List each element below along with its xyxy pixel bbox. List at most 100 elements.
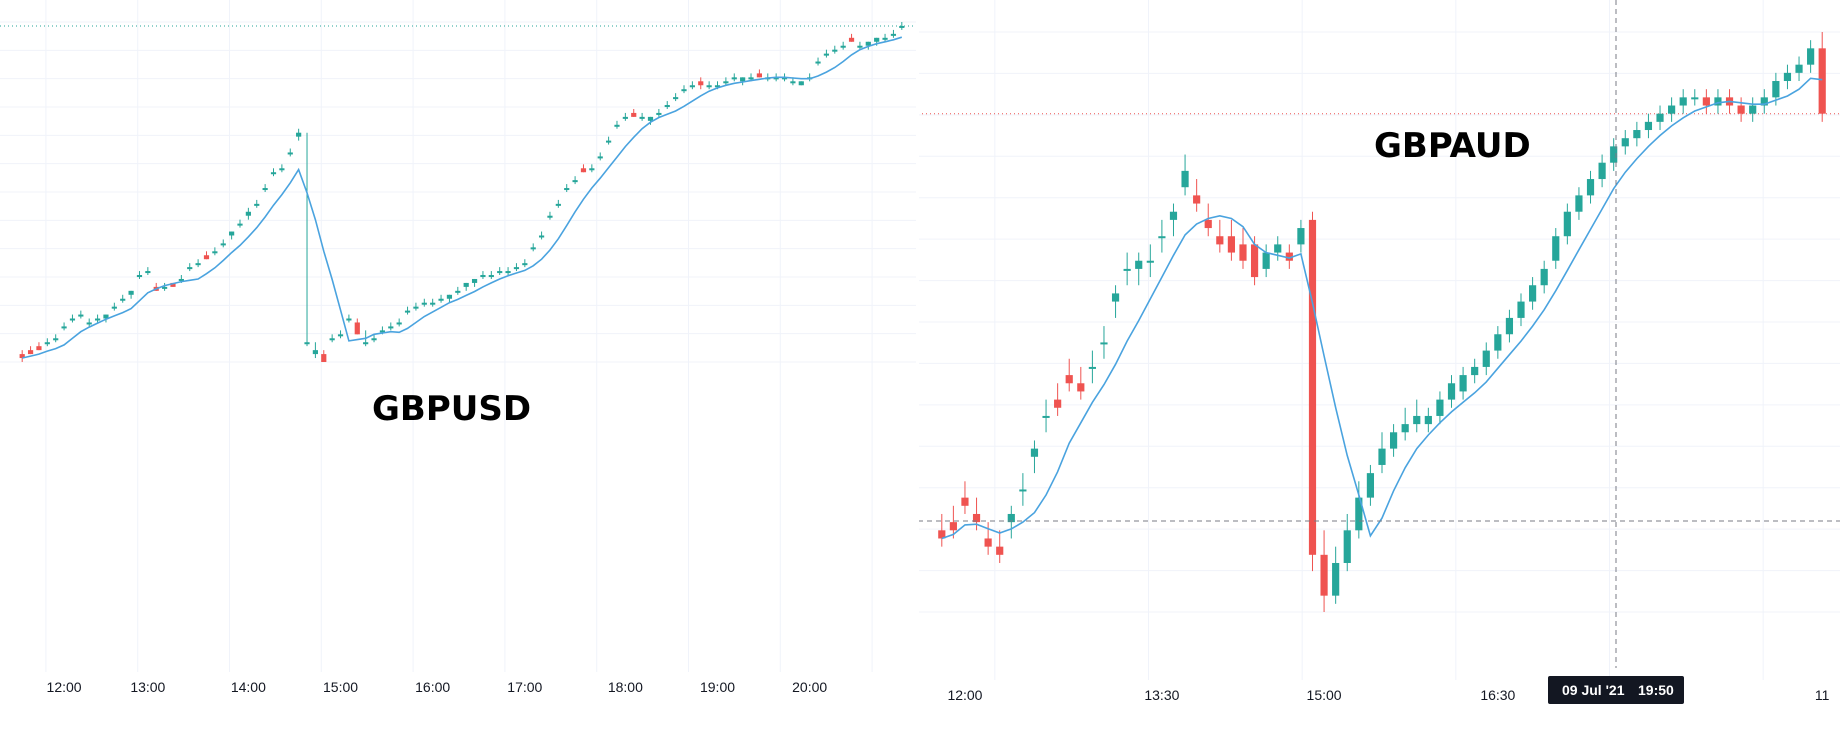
candle[interactable]: [187, 263, 193, 272]
candle[interactable]: [547, 211, 553, 220]
candle[interactable]: [984, 522, 992, 555]
candle[interactable]: [53, 334, 59, 343]
candle[interactable]: [1204, 203, 1212, 237]
candle[interactable]: [1378, 432, 1386, 474]
candle[interactable]: [1471, 358, 1479, 384]
candle[interactable]: [1181, 154, 1189, 196]
candle[interactable]: [580, 164, 587, 173]
candle[interactable]: [1065, 358, 1073, 392]
candle[interactable]: [1668, 97, 1676, 122]
candle[interactable]: [1355, 481, 1363, 539]
candle[interactable]: [446, 294, 453, 303]
candle[interactable]: [1227, 219, 1235, 261]
candle[interactable]: [1146, 244, 1154, 278]
candle[interactable]: [212, 247, 218, 256]
candle[interactable]: [706, 81, 712, 90]
candle[interactable]: [321, 350, 327, 362]
candle[interactable]: [1169, 203, 1178, 237]
candle[interactable]: [471, 278, 478, 287]
candle[interactable]: [1795, 56, 1803, 82]
candle[interactable]: [1679, 89, 1687, 114]
candle[interactable]: [1760, 89, 1768, 114]
candle[interactable]: [36, 342, 42, 351]
candle[interactable]: [1366, 464, 1375, 506]
candle[interactable]: [1447, 375, 1456, 408]
candle[interactable]: [1320, 530, 1328, 612]
candle[interactable]: [136, 271, 143, 279]
candle[interactable]: [522, 259, 528, 268]
candle[interactable]: [86, 318, 92, 327]
candle[interactable]: [346, 314, 352, 323]
candle[interactable]: [723, 77, 729, 86]
candle[interactable]: [1656, 105, 1664, 131]
candle[interactable]: [798, 81, 804, 86]
candle[interactable]: [1100, 326, 1108, 359]
candle[interactable]: [538, 231, 545, 240]
candle[interactable]: [597, 152, 603, 161]
candle[interactable]: [1482, 342, 1490, 376]
gbpusd-chart[interactable]: 12:00 13:00 14:00 15:00 16:00 17:00 18:00 19:00…: [0, 0, 931, 753]
candle[interactable]: [1007, 505, 1015, 539]
candle[interactable]: [961, 481, 969, 514]
candle[interactable]: [513, 263, 520, 272]
candle[interactable]: [296, 128, 302, 141]
candle[interactable]: [564, 184, 570, 192]
candle[interactable]: [279, 164, 285, 173]
candle[interactable]: [996, 530, 1004, 563]
candle[interactable]: [555, 199, 561, 208]
candle[interactable]: [145, 267, 151, 276]
candle[interactable]: [287, 148, 293, 157]
candle[interactable]: [1702, 89, 1710, 114]
candle[interactable]: [337, 330, 344, 339]
candle[interactable]: [1459, 366, 1467, 400]
candle[interactable]: [815, 57, 821, 66]
candle[interactable]: [1691, 89, 1699, 106]
candle[interactable]: [254, 199, 260, 208]
candle[interactable]: [1077, 366, 1085, 400]
candle[interactable]: [354, 318, 360, 335]
candle[interactable]: [27, 346, 34, 355]
candle[interactable]: [639, 112, 645, 121]
candle[interactable]: [329, 334, 335, 343]
candle[interactable]: [530, 243, 536, 252]
candle[interactable]: [1586, 170, 1595, 204]
candle[interactable]: [1575, 187, 1583, 220]
candle[interactable]: [731, 73, 737, 82]
candle[interactable]: [664, 101, 670, 109]
candle[interactable]: [413, 302, 419, 311]
candle[interactable]: [1135, 252, 1143, 286]
candle[interactable]: [890, 29, 897, 38]
candle[interactable]: [312, 342, 318, 359]
candle[interactable]: [497, 267, 503, 276]
candle[interactable]: [480, 271, 486, 279]
candle[interactable]: [1401, 407, 1409, 441]
candle[interactable]: [1332, 546, 1340, 604]
candle[interactable]: [1019, 473, 1027, 506]
candle[interactable]: [396, 318, 402, 327]
candle[interactable]: [1389, 424, 1398, 457]
candle[interactable]: [1054, 383, 1062, 416]
candle[interactable]: [631, 108, 637, 117]
candle[interactable]: [404, 306, 411, 315]
candle[interactable]: [438, 294, 444, 303]
candle[interactable]: [1610, 138, 1618, 171]
candle[interactable]: [656, 108, 662, 117]
candle[interactable]: [262, 184, 268, 192]
candle[interactable]: [857, 41, 863, 50]
candle[interactable]: [832, 45, 838, 54]
candle[interactable]: [128, 290, 134, 299]
candle[interactable]: [1274, 236, 1282, 261]
candle[interactable]: [572, 176, 578, 185]
candle[interactable]: [1540, 260, 1548, 294]
candle[interactable]: [1633, 121, 1641, 147]
candle[interactable]: [1807, 40, 1815, 73]
candle[interactable]: [1517, 293, 1525, 327]
candle[interactable]: [220, 239, 226, 248]
candle[interactable]: [1563, 203, 1571, 245]
candle[interactable]: [1749, 97, 1757, 122]
candle[interactable]: [882, 33, 888, 42]
candle[interactable]: [304, 132, 310, 347]
candle[interactable]: [1308, 211, 1317, 572]
candle[interactable]: [1413, 399, 1421, 433]
candle[interactable]: [698, 77, 704, 90]
